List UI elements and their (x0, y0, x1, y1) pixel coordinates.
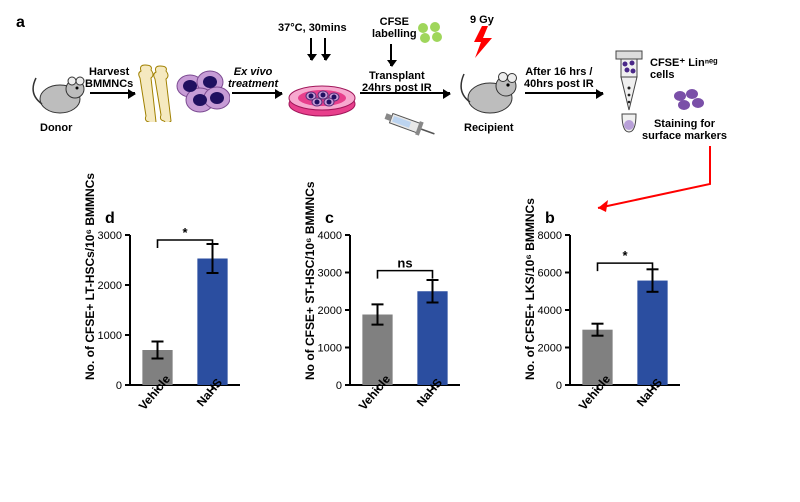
donor-mouse-icon (30, 64, 90, 119)
arrow-down-icon (324, 38, 326, 60)
svg-text:6000: 6000 (538, 268, 562, 280)
cfse-cells-icon (415, 20, 445, 46)
svg-text:*: * (182, 225, 188, 240)
workflow-schematic: Donor HarvestBMMNCs Ex vivotreatment (30, 14, 770, 194)
bar-nahs (417, 291, 447, 385)
bar-nahs (637, 281, 667, 385)
svg-text:*: * (622, 248, 628, 263)
chart-svg: 02000400060008000VehicleNaHS* (565, 230, 735, 470)
y-axis-label: No. of CFSE+ LKS/10⁶ BMMNCs (523, 230, 537, 380)
svg-text:2000: 2000 (98, 280, 122, 292)
post-tx-label: After 16 hrs /40hrs post IR (524, 66, 594, 90)
petri-dish-icon (287, 74, 357, 120)
svg-text:4000: 4000 (318, 230, 342, 242)
svg-text:0: 0 (116, 380, 122, 392)
culture-condition-label: 37°C, 30mins (278, 22, 347, 34)
sorted-cells-icon (670, 86, 710, 114)
chart-d: No. of CFSE+ LT-HSCs/10⁶ BMMNCs010002000… (125, 230, 305, 480)
panel-d-label: d (105, 210, 115, 228)
arrow-icon (525, 92, 603, 94)
svg-text:0: 0 (336, 380, 342, 392)
red-arrow-icon (590, 146, 760, 222)
bmmncs-icon (175, 68, 230, 118)
staining-label: Staining forsurface markers (642, 118, 727, 142)
arrow-icon (232, 92, 282, 94)
svg-text:3000: 3000 (98, 230, 122, 242)
svg-text:3000: 3000 (318, 268, 342, 280)
svg-text:8000: 8000 (538, 230, 562, 242)
y-axis-label: No. of CFSE+ LT-HSCs/10⁶ BMMNCs (83, 230, 97, 380)
svg-text:ns: ns (397, 256, 412, 271)
chart-b: No. of CFSE+ LKS/10⁶ BMMNCs0200040006000… (565, 230, 745, 480)
chart-svg: 0100020003000VehicleNaHS* (125, 230, 295, 470)
panel-c-label: c (325, 210, 334, 228)
chart-c: No of CFSE+ ST-HSC/10⁶ BMMNCs01000200030… (345, 230, 525, 480)
arrow-icon (90, 92, 135, 94)
harvest-label: HarvestBMMNCs (85, 66, 133, 90)
exvivo-label: Ex vivotreatment (228, 66, 278, 90)
svg-text:0: 0 (556, 380, 562, 392)
irradiation-label: 9 Gy (470, 14, 494, 26)
svg-text:4000: 4000 (538, 305, 562, 317)
y-axis-label: No of CFSE+ ST-HSC/10⁶ BMMNCs (303, 230, 317, 380)
cfse-lin-neg-label: CFSE⁺ Linⁿᵉᵍcells (650, 56, 717, 81)
recipient-mouse-icon (458, 60, 522, 118)
arrow-down-icon (310, 38, 312, 60)
transplant-label: Transplant24hrs post IR (362, 70, 432, 94)
donor-label: Donor (40, 122, 72, 134)
arrow-down-icon (390, 44, 392, 66)
svg-text:2000: 2000 (538, 343, 562, 355)
svg-text:1000: 1000 (98, 330, 122, 342)
svg-text:2000: 2000 (318, 305, 342, 317)
svg-text:1000: 1000 (318, 343, 342, 355)
panel-a-label: a (16, 14, 25, 32)
chart-svg: 01000200030004000VehicleNaHSns (345, 230, 515, 470)
recipient-label: Recipient (464, 122, 514, 134)
bones-icon (138, 60, 172, 122)
cfse-labelling-label: CFSElabelling (372, 16, 417, 40)
syringe-icon (380, 110, 440, 140)
bar-nahs (197, 259, 227, 386)
lightning-icon (472, 26, 494, 60)
sort-tube-icon (612, 50, 646, 136)
panel-b-label: b (545, 210, 555, 228)
